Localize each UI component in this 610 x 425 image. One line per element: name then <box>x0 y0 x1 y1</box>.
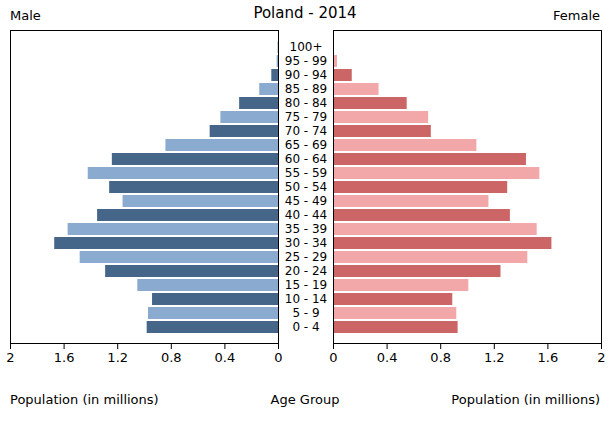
svg-text:15 - 19: 15 - 19 <box>285 278 328 292</box>
html-text:Population (in millions): Population (in millions) <box>10 392 159 407</box>
svg-text:35 - 39: 35 - 39 <box>285 222 328 236</box>
svg-text:30 - 34: 30 - 34 <box>285 236 328 250</box>
svg-text:50 - 54: 50 - 54 <box>285 180 328 194</box>
svg-text:55 - 59: 55 - 59 <box>285 166 328 180</box>
svg-text:20 - 24: 20 - 24 <box>285 264 328 278</box>
svg-text:1.6: 1.6 <box>538 350 559 365</box>
html-text:Population (in millions): Population (in millions) <box>451 392 600 407</box>
svg-text:70 - 74: 70 - 74 <box>285 124 328 138</box>
svg-text:0.8: 0.8 <box>430 350 451 365</box>
svg-text:0.4: 0.4 <box>215 350 236 365</box>
html-text:Male: Male <box>10 8 41 23</box>
svg-text:5 - 9: 5 - 9 <box>292 306 319 320</box>
svg-text:1.2: 1.2 <box>484 350 505 365</box>
svg-text:0.8: 0.8 <box>161 350 182 365</box>
svg-text:1.2: 1.2 <box>107 350 128 365</box>
svg-text:90 - 94: 90 - 94 <box>285 68 328 82</box>
svg-text:80 - 84: 80 - 84 <box>285 96 328 110</box>
svg-text:45 - 49: 45 - 49 <box>285 194 328 208</box>
svg-text:65 - 69: 65 - 69 <box>285 138 328 152</box>
svg-text:85 - 89: 85 - 89 <box>285 82 328 96</box>
svg-text:40 - 44: 40 - 44 <box>285 208 328 222</box>
svg-text:25 - 29: 25 - 29 <box>285 250 328 264</box>
svg-text:2: 2 <box>6 350 14 365</box>
html-text:Poland - 2014: Poland - 2014 <box>253 4 357 22</box>
svg-text:2: 2 <box>597 350 605 365</box>
html-text:Age Group: Age Group <box>270 392 340 407</box>
svg-text:0.4: 0.4 <box>377 350 398 365</box>
html-text:Female: Female <box>553 8 600 23</box>
svg-text:100+: 100+ <box>290 40 323 54</box>
svg-text:95 - 99: 95 - 99 <box>285 54 328 68</box>
svg-text:60 - 64: 60 - 64 <box>285 152 328 166</box>
svg-text:0: 0 <box>329 350 337 365</box>
svg-text:0 - 4: 0 - 4 <box>292 320 319 334</box>
svg-text:75 - 79: 75 - 79 <box>285 110 328 124</box>
svg-text:1.6: 1.6 <box>54 350 75 365</box>
svg-text:10 - 14: 10 - 14 <box>285 292 328 306</box>
svg-text:0: 0 <box>274 350 282 365</box>
